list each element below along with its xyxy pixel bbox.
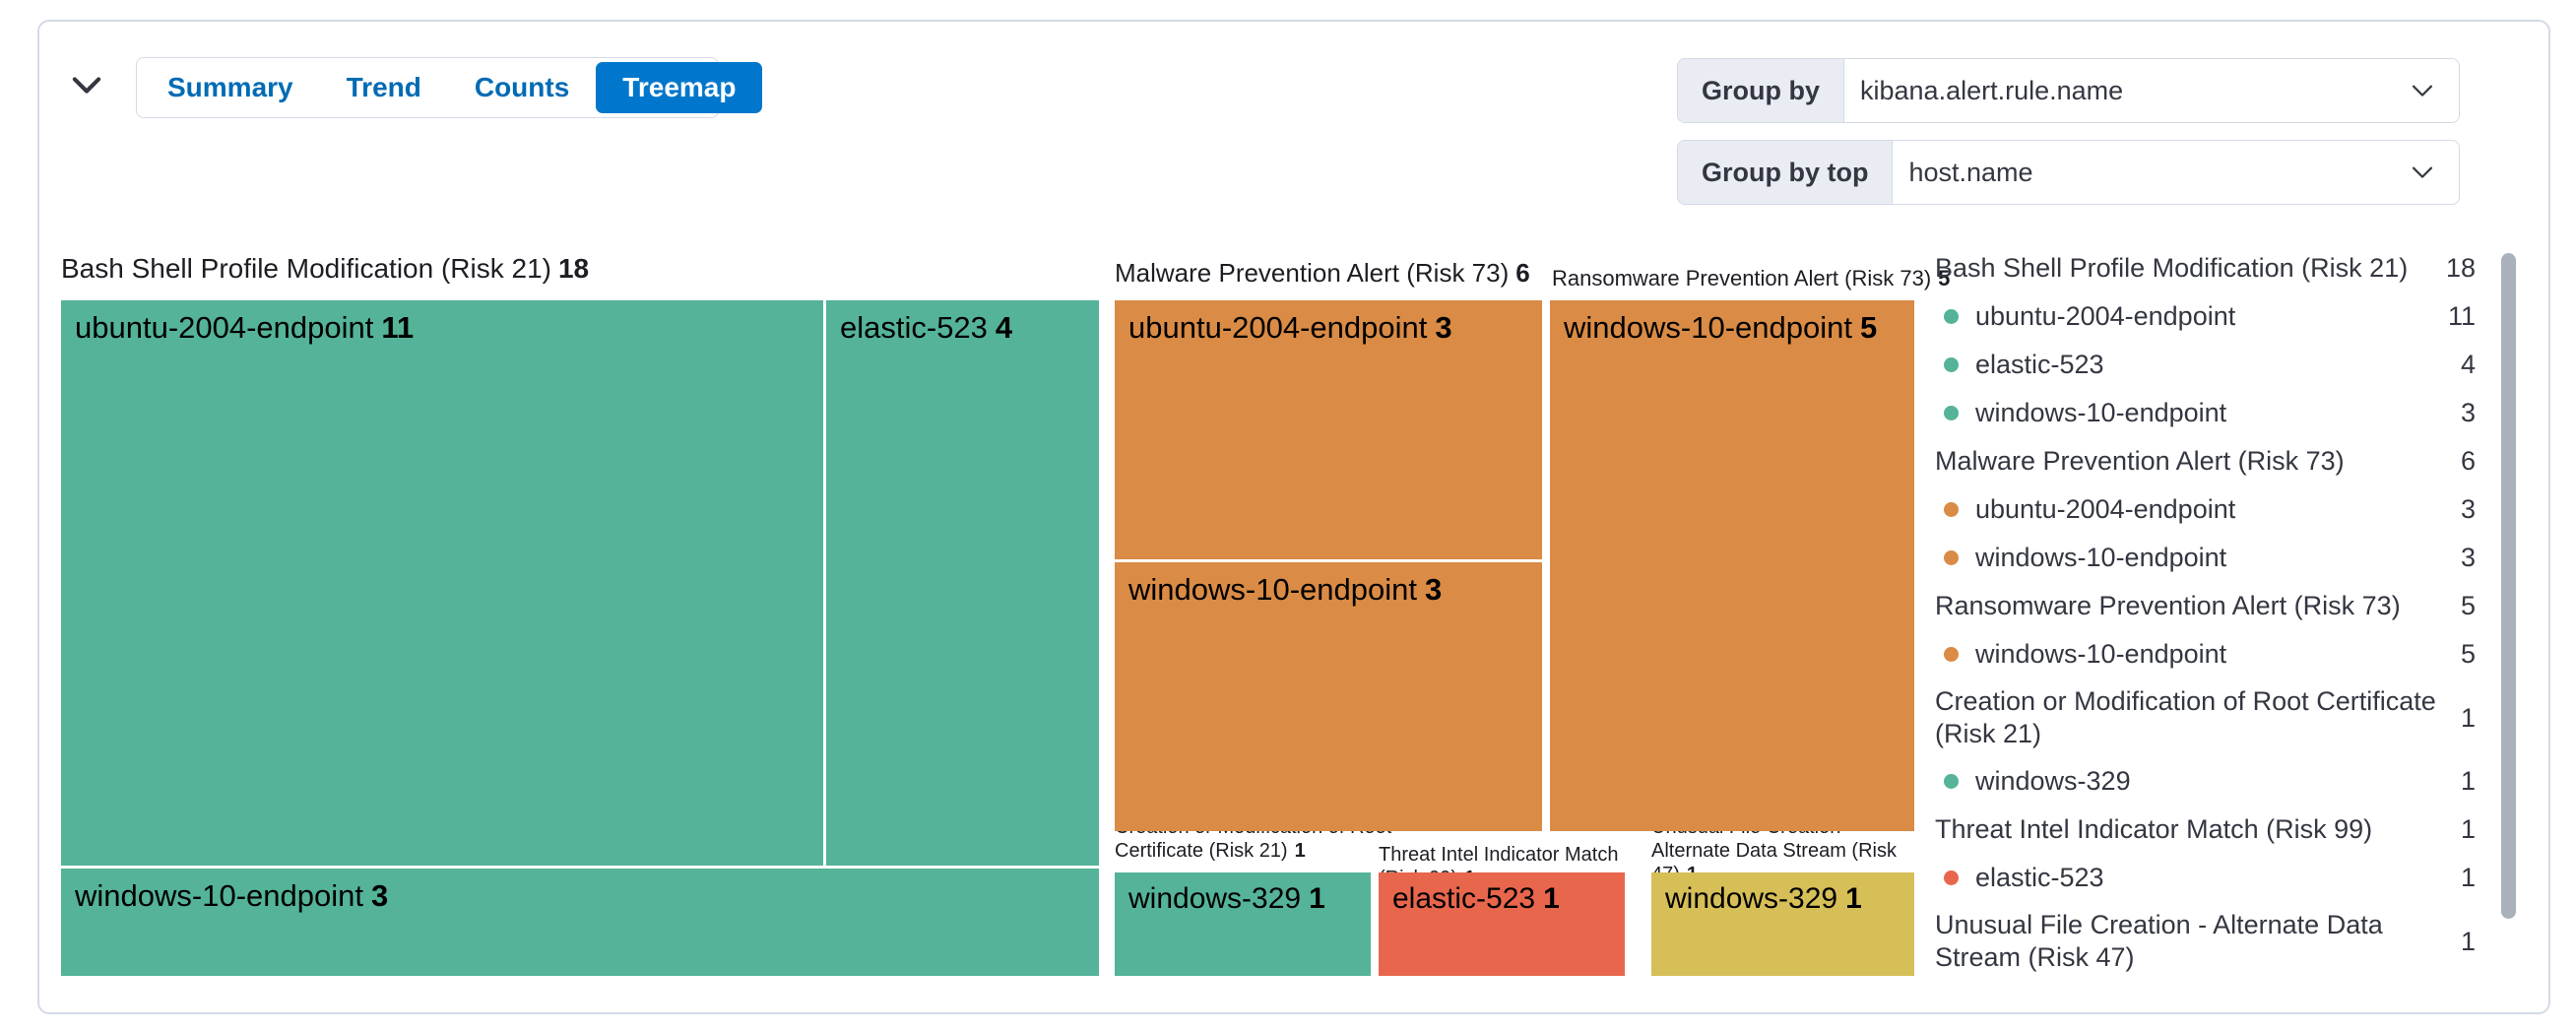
- treemap-cell[interactable]: windows-10-endpoint 3: [1115, 562, 1542, 831]
- legend-group-row: Unusual File Creation - Alternate Data S…: [1935, 910, 2476, 972]
- treemap-cell[interactable]: ubuntu-2004-endpoint 3: [1115, 300, 1542, 559]
- view-selector-tab-group: Summary Trend Counts Treemap: [136, 57, 763, 118]
- alerts-treemap-panel: Summary Trend Counts Treemap Group by ki…: [37, 20, 2550, 1014]
- group-by-top-value: host.name: [1908, 157, 2033, 187]
- legend-item-row: ubuntu-2004-endpoint 11: [1935, 292, 2476, 341]
- tab-treemap[interactable]: Treemap: [596, 62, 763, 113]
- group-by-select[interactable]: Group by kibana.alert.rule.name: [1677, 58, 2460, 123]
- color-dot-icon: [1944, 550, 1959, 565]
- legend-item-row: windows-10-endpoint 3: [1935, 534, 2476, 582]
- color-dot-icon: [1944, 309, 1959, 324]
- chevron-down-icon: [72, 76, 101, 97]
- group-by-value: kibana.alert.rule.name: [1860, 75, 2124, 105]
- group-by-label: Group by: [1678, 59, 1844, 122]
- treemap-cell[interactable]: windows-10-endpoint 5: [1550, 300, 1914, 831]
- legend-group-row: Malware Prevention Alert (Risk 73) 6: [1935, 446, 2476, 476]
- color-dot-icon: [1944, 502, 1959, 517]
- legend-group-row: Threat Intel Indicator Match (Risk 99) 1: [1935, 814, 2476, 844]
- treemap-cell[interactable]: windows-10-endpoint 3: [61, 869, 1099, 976]
- legend-item-row: windows-10-endpoint 5: [1935, 630, 2476, 678]
- chevron-down-icon: [2412, 141, 2459, 204]
- legend-item-row: elastic-523 1: [1935, 854, 2476, 902]
- treemap-cell[interactable]: windows-329 1: [1115, 872, 1371, 976]
- treemap-cell[interactable]: elastic-523 1: [1379, 872, 1625, 976]
- legend-scrollbar[interactable]: [2501, 253, 2516, 919]
- group-by-top-select[interactable]: Group by top host.name: [1677, 140, 2460, 205]
- treemap-cell[interactable]: elastic-523 4: [826, 300, 1099, 866]
- treemap-cell[interactable]: ubuntu-2004-endpoint 11: [61, 300, 823, 866]
- treemap-group-label: Bash Shell Profile Modification (Risk 21…: [61, 253, 590, 284]
- tab-summary[interactable]: Summary: [141, 62, 320, 113]
- treemap-group-label: Malware Prevention Alert (Risk 73) 6: [1115, 258, 1530, 288]
- color-dot-icon: [1944, 406, 1959, 420]
- color-dot-icon: [1944, 774, 1959, 789]
- legend-group-row: Creation or Modification of Root Certifi…: [1935, 686, 2476, 748]
- legend-group-row: Ransomware Prevention Alert (Risk 73) 5: [1935, 591, 2476, 620]
- group-by-top-label: Group by top: [1678, 141, 1894, 204]
- legend-item-row: ubuntu-2004-endpoint 3: [1935, 485, 2476, 534]
- legend-item-row: windows-10-endpoint 3: [1935, 389, 2476, 437]
- color-dot-icon: [1944, 871, 1959, 885]
- collapse-section-button[interactable]: [67, 69, 106, 104]
- color-dot-icon: [1944, 647, 1959, 662]
- legend-item-row: elastic-523 4: [1935, 341, 2476, 389]
- tab-trend[interactable]: Trend: [320, 62, 448, 113]
- treemap-legend: Bash Shell Profile Modification (Risk 21…: [1935, 244, 2476, 981]
- legend-item-row: windows-329 1: [1935, 757, 2476, 806]
- chevron-down-icon: [2412, 59, 2459, 122]
- treemap-cell[interactable]: windows-329 1: [1651, 872, 1914, 976]
- legend-group-row: Bash Shell Profile Modification (Risk 21…: [1935, 253, 2476, 283]
- tab-counts[interactable]: Counts: [448, 62, 596, 113]
- treemap-group-label: Ransomware Prevention Alert (Risk 73) 5: [1552, 266, 1951, 290]
- color-dot-icon: [1944, 357, 1959, 372]
